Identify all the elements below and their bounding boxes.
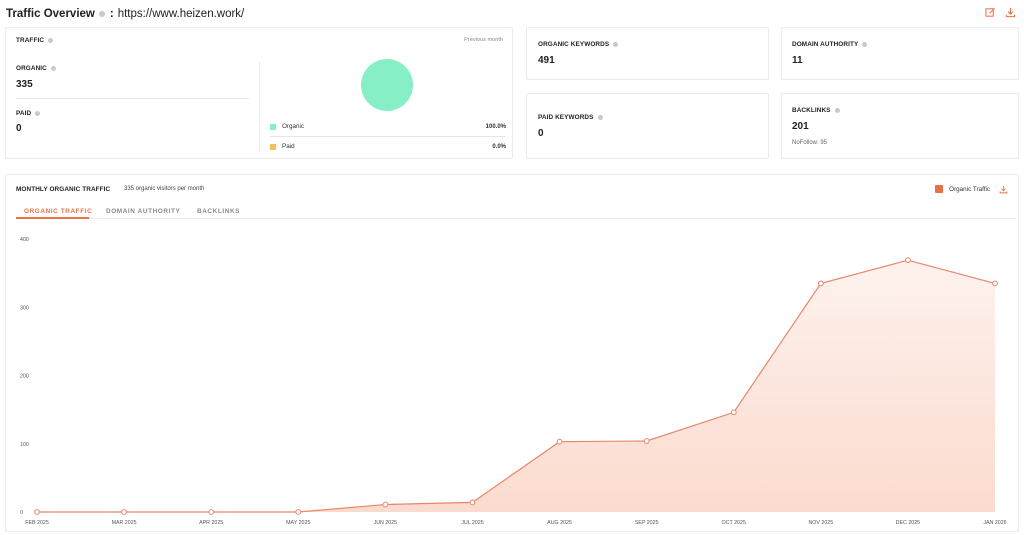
x-tick-label: SEP 2025 bbox=[635, 520, 659, 526]
domain-authority-label-text: DOMAIN AUTHORITY bbox=[792, 41, 859, 48]
y-tick-label: 200 bbox=[20, 374, 29, 380]
info-icon[interactable] bbox=[613, 42, 619, 47]
data-point[interactable] bbox=[817, 280, 824, 287]
y-tick-label: 0 bbox=[20, 510, 23, 516]
x-tick-label: DEC 2025 bbox=[896, 520, 920, 526]
monthly-traffic-card: 0 100 200 300 400 FEB 2025 MAR 2025 APR 2025 MA… bbox=[5, 174, 1019, 532]
chart-legend[interactable]: Organic Traffic bbox=[935, 185, 990, 193]
data-point[interactable] bbox=[382, 501, 389, 508]
domain-url: https://www.heizen.work/ bbox=[117, 8, 245, 20]
legend-label: Organic Traffic bbox=[949, 185, 990, 193]
title-separator: : bbox=[109, 8, 114, 20]
domain-authority-value: 11 bbox=[792, 55, 803, 66]
data-point[interactable] bbox=[643, 438, 650, 444]
paid-keywords-value: 0 bbox=[538, 128, 544, 139]
legend-pct: 0.0% bbox=[492, 143, 506, 150]
data-point[interactable] bbox=[121, 509, 127, 515]
edit-icon[interactable] bbox=[985, 7, 996, 18]
top-actions bbox=[985, 7, 1016, 18]
traffic-card: TRAFFIC Previous month ORGANIC 335 PAID … bbox=[5, 27, 513, 159]
paid-keywords-label-text: PAID KEYWORDS bbox=[538, 114, 594, 121]
tabs-divider bbox=[16, 218, 1016, 219]
organic-keywords-label: ORGANIC KEYWORDS bbox=[538, 41, 619, 48]
organic-keywords-label-text: ORGANIC KEYWORDS bbox=[538, 41, 610, 48]
nofollow-count: NoFollow: 95 bbox=[792, 140, 828, 146]
x-tick-label: NOV 2025 bbox=[808, 520, 833, 526]
organic-label-text: ORGANIC bbox=[16, 65, 47, 72]
info-icon[interactable] bbox=[50, 66, 56, 71]
domain-authority-label: DOMAIN AUTHORITY bbox=[792, 41, 868, 48]
backlinks-label: BACKLINKS bbox=[792, 107, 840, 114]
paid-keywords-label: PAID KEYWORDS bbox=[538, 114, 603, 121]
legend-swatch bbox=[270, 123, 276, 130]
divider bbox=[16, 98, 249, 99]
x-tick-label: JUL 2025 bbox=[461, 520, 484, 526]
organic-traffic-chart: 0 100 200 300 400 FEB 2025 MAR 2025 APR 2025 MA… bbox=[20, 237, 1007, 526]
divider bbox=[259, 62, 260, 152]
organic-keywords-value: 491 bbox=[538, 55, 555, 66]
x-tick-label: OCT 2025 bbox=[722, 520, 746, 526]
organic-value: 335 bbox=[16, 79, 33, 90]
backlinks-label-text: BACKLINKS bbox=[792, 107, 831, 114]
legend-swatch bbox=[270, 143, 276, 150]
x-tick-label: APR 2025 bbox=[199, 520, 223, 526]
legend-name: Paid bbox=[282, 143, 295, 150]
backlinks-card: BACKLINKS 201 NoFollow: 95 bbox=[781, 93, 1019, 159]
data-point[interactable] bbox=[469, 499, 476, 506]
x-tick-label: MAY 2025 bbox=[286, 520, 310, 526]
monthly-traffic-subtitle: 335 organic visitors per month bbox=[124, 186, 205, 192]
period-label: Previous month bbox=[464, 37, 503, 43]
info-icon[interactable] bbox=[862, 42, 868, 47]
y-tick-label: 100 bbox=[20, 442, 29, 448]
tab-domain-authority[interactable]: DOMAIN AUTHORITY bbox=[106, 208, 181, 215]
page-header: Traffic Overview : https://www.heizen.wo… bbox=[6, 6, 244, 22]
traffic-label-text: TRAFFIC bbox=[16, 37, 45, 44]
info-icon[interactable] bbox=[834, 108, 840, 113]
x-tick-label: JAN 2026 bbox=[983, 520, 1006, 526]
divider bbox=[270, 136, 506, 137]
download-icon[interactable] bbox=[999, 185, 1008, 194]
traffic-pie-chart bbox=[361, 59, 413, 111]
organic-traffic-area bbox=[37, 260, 995, 512]
tab-backlinks[interactable]: BACKLINKS bbox=[197, 208, 241, 215]
data-point[interactable] bbox=[905, 257, 911, 264]
x-tick-label: MAR 2025 bbox=[112, 520, 137, 526]
legend-pct: 100.0% bbox=[485, 123, 506, 130]
data-point[interactable] bbox=[34, 509, 40, 515]
download-icon[interactable] bbox=[1005, 7, 1016, 18]
y-tick-label: 400 bbox=[20, 237, 29, 243]
paid-label-text: PAID bbox=[16, 110, 32, 117]
organic-label: ORGANIC bbox=[16, 65, 56, 72]
legend-item-organic: Organic 100.0% bbox=[270, 123, 506, 130]
info-icon[interactable] bbox=[48, 38, 54, 43]
traffic-label: TRAFFIC bbox=[16, 37, 54, 44]
paid-value: 0 bbox=[16, 123, 22, 134]
organic-keywords-card: ORGANIC KEYWORDS 491 bbox=[526, 27, 769, 80]
x-tick-label: JUN 2025 bbox=[374, 520, 398, 526]
legend-name: Organic bbox=[282, 123, 305, 130]
active-tab-indicator bbox=[16, 217, 89, 219]
paid-label: PAID bbox=[16, 110, 41, 117]
data-point[interactable] bbox=[730, 409, 737, 416]
data-point[interactable] bbox=[295, 509, 302, 515]
info-icon[interactable] bbox=[98, 11, 105, 17]
info-icon[interactable] bbox=[35, 111, 41, 116]
info-icon[interactable] bbox=[597, 115, 603, 120]
domain-authority-card: DOMAIN AUTHORITY 11 bbox=[781, 27, 1019, 80]
monthly-traffic-title: MONTHLY ORGANIC TRAFFIC bbox=[16, 186, 111, 193]
tab-organic-traffic[interactable]: ORGANIC TRAFFIC bbox=[24, 208, 93, 215]
x-tick-label: FEB 2025 bbox=[25, 520, 49, 526]
data-point[interactable] bbox=[992, 280, 998, 287]
legend-item-paid: Paid 0.0% bbox=[270, 143, 506, 150]
legend-swatch bbox=[935, 185, 944, 193]
paid-keywords-card: PAID KEYWORDS 0 bbox=[526, 93, 769, 159]
organic-traffic-line bbox=[37, 259, 996, 513]
page-title: Traffic Overview bbox=[6, 8, 95, 20]
data-point[interactable] bbox=[208, 509, 215, 515]
data-point[interactable] bbox=[556, 438, 563, 445]
backlinks-value: 201 bbox=[792, 121, 809, 132]
y-tick-label: 300 bbox=[20, 305, 29, 311]
x-tick-label: AUG 2025 bbox=[547, 520, 572, 526]
